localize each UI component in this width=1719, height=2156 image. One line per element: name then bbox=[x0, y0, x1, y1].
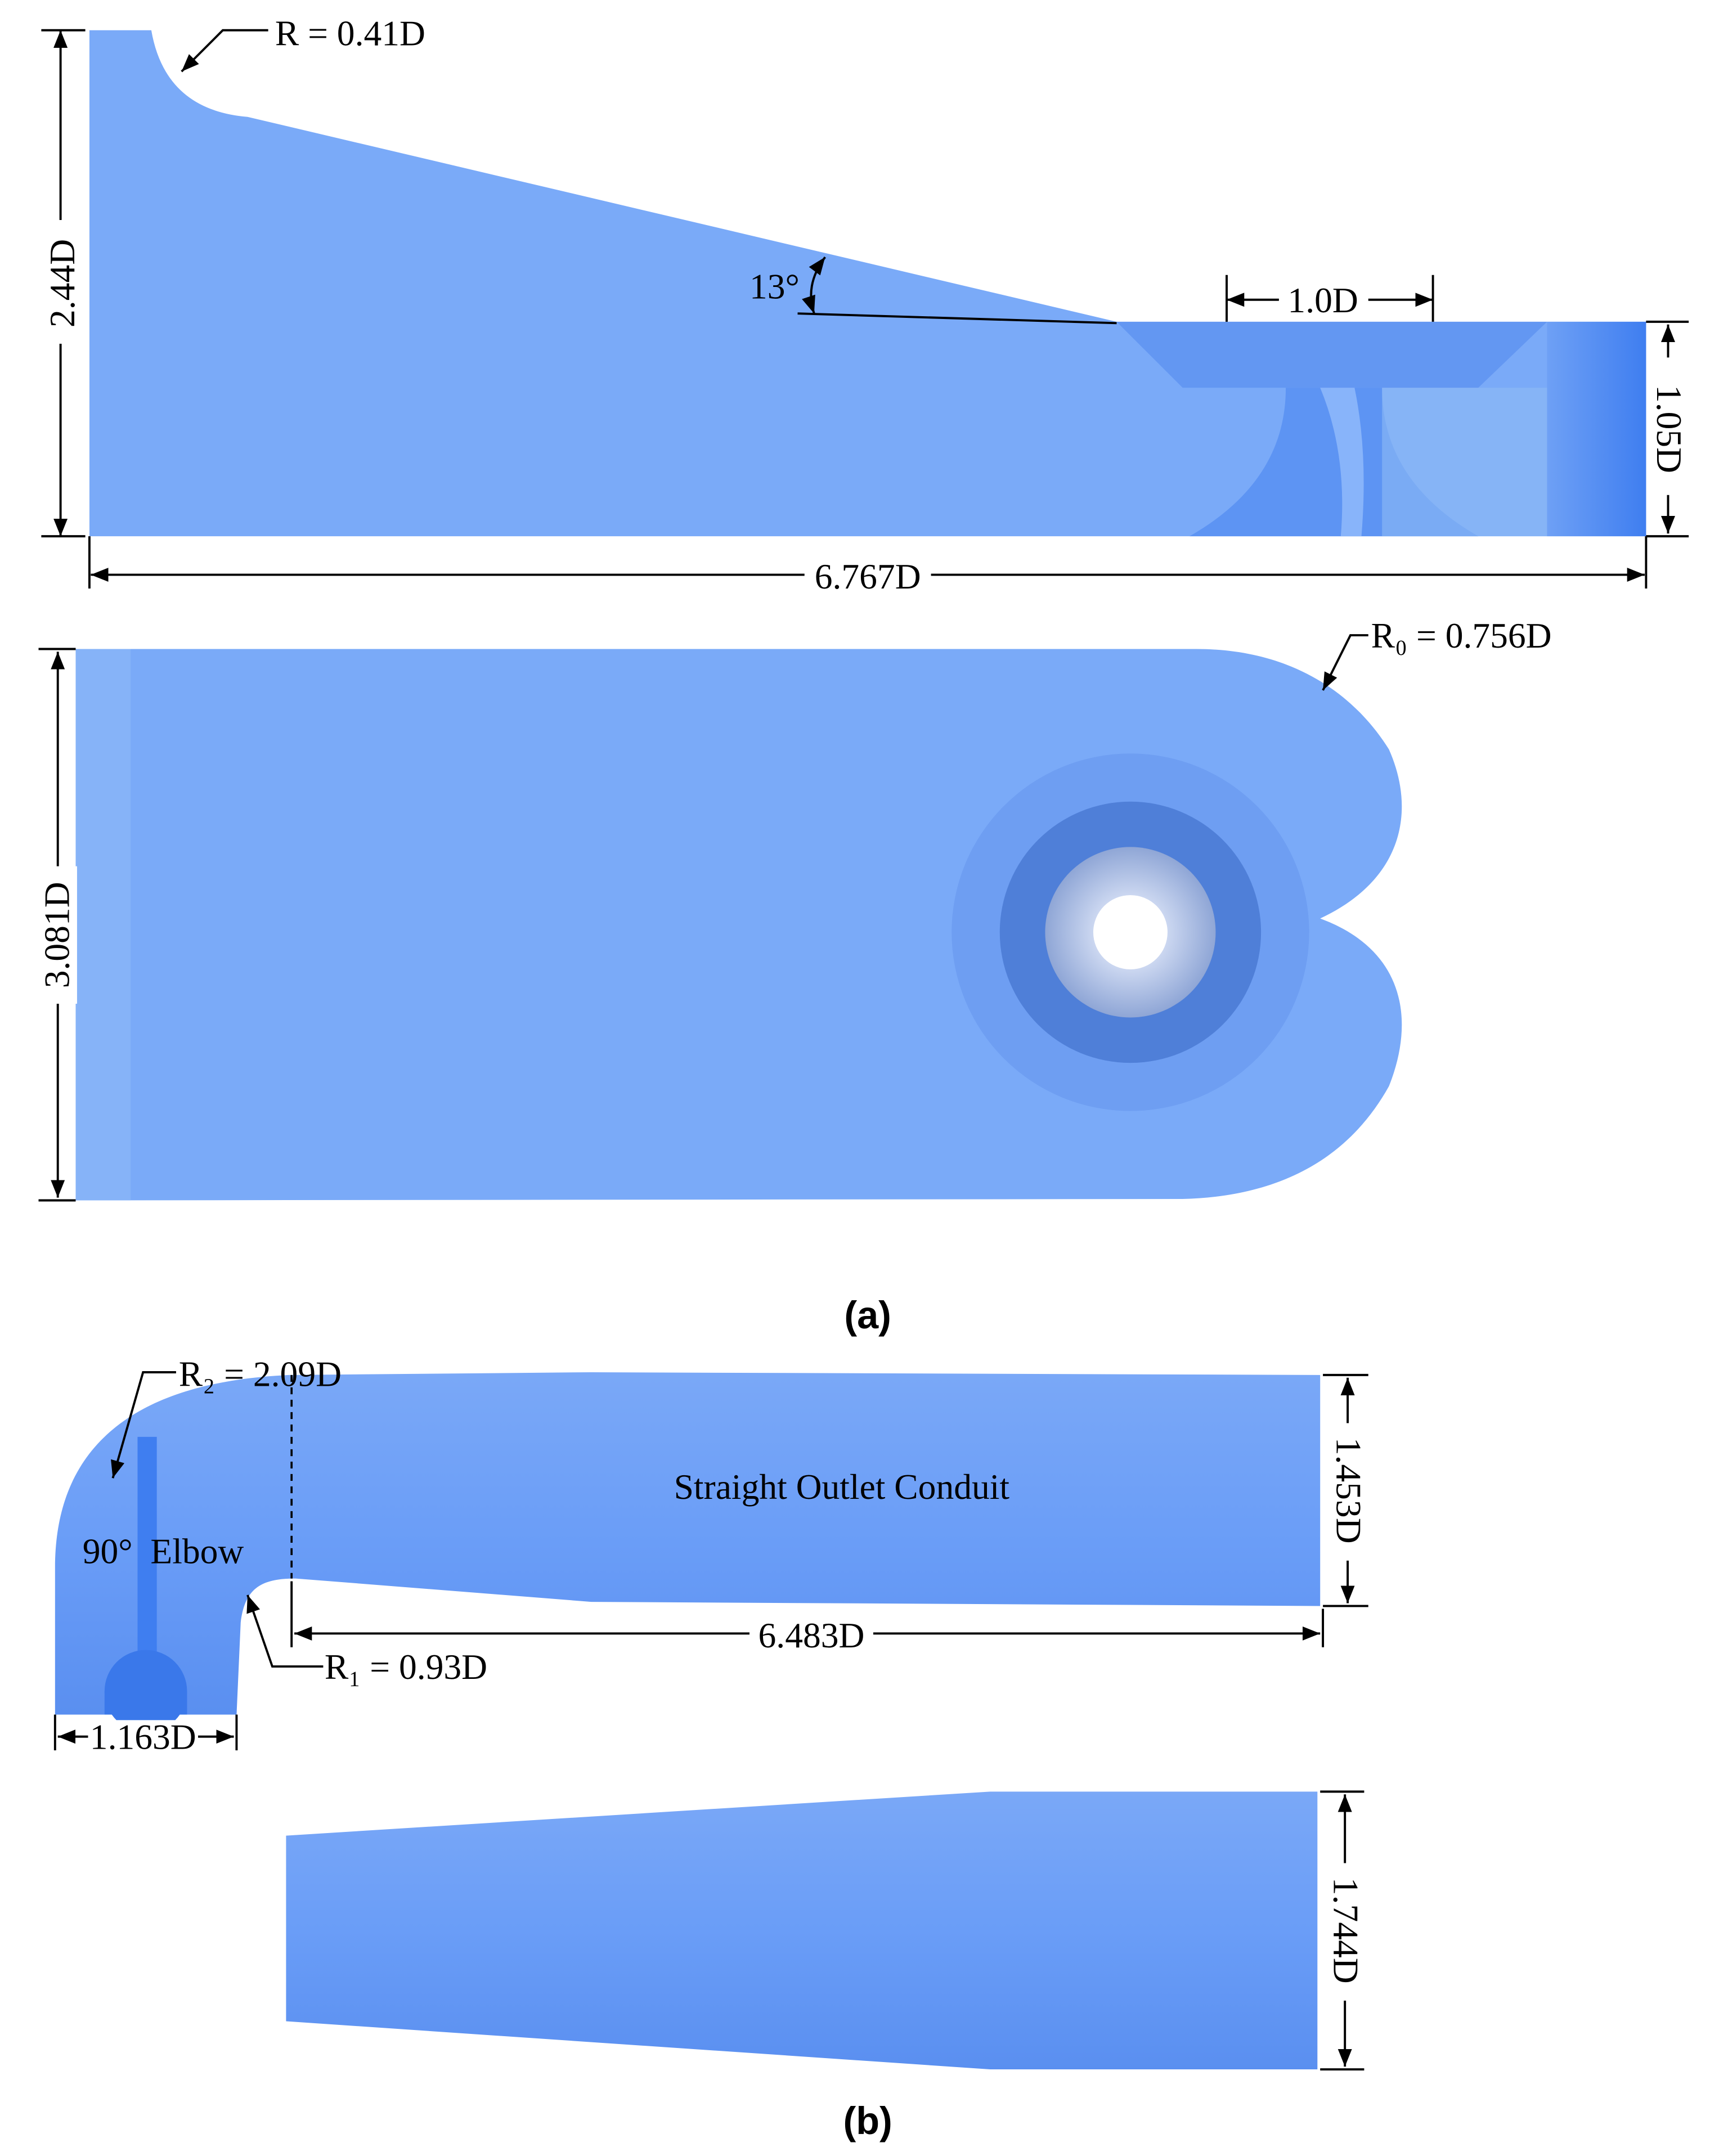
label-bg bbox=[1278, 281, 1368, 318]
label: 3.081D bbox=[37, 882, 77, 988]
label: 1.05D bbox=[1649, 385, 1689, 473]
label: Straight Outlet Conduit bbox=[674, 1467, 1010, 1507]
label: 1.163D bbox=[90, 1717, 196, 1757]
label-bg bbox=[749, 1615, 873, 1652]
top-view-b bbox=[286, 1791, 1318, 2070]
label-bg bbox=[38, 866, 77, 1004]
label: R = 0.41D bbox=[275, 14, 425, 53]
side-view-b bbox=[55, 1372, 1321, 1733]
caption: (a) bbox=[844, 1294, 891, 1337]
label-bg bbox=[41, 220, 80, 344]
label: 1.0D bbox=[1287, 280, 1358, 320]
label: R₁ = 0.93D bbox=[325, 1647, 487, 1687]
label: 13° bbox=[749, 266, 800, 306]
label: 2.44D bbox=[42, 239, 82, 327]
label: 1.453D bbox=[1329, 1438, 1369, 1544]
top-view-a bbox=[75, 649, 1402, 1201]
label: 90° Elbow bbox=[83, 1531, 244, 1571]
caption: (b) bbox=[843, 2100, 892, 2142]
label: 6.483D bbox=[758, 1615, 865, 1655]
label: R₂ = 2.09D bbox=[179, 1354, 342, 1394]
label: 6.767D bbox=[815, 556, 921, 596]
label-bg bbox=[1325, 1863, 1365, 2001]
label-bg bbox=[88, 1720, 198, 1753]
label-bg bbox=[804, 556, 931, 593]
label-bg bbox=[1650, 357, 1689, 495]
label-bg bbox=[1328, 1423, 1367, 1561]
label: 1.744D bbox=[1326, 1877, 1366, 1984]
label: R₀ = 0.756D bbox=[1371, 616, 1552, 655]
side-view-a bbox=[89, 30, 1646, 537]
